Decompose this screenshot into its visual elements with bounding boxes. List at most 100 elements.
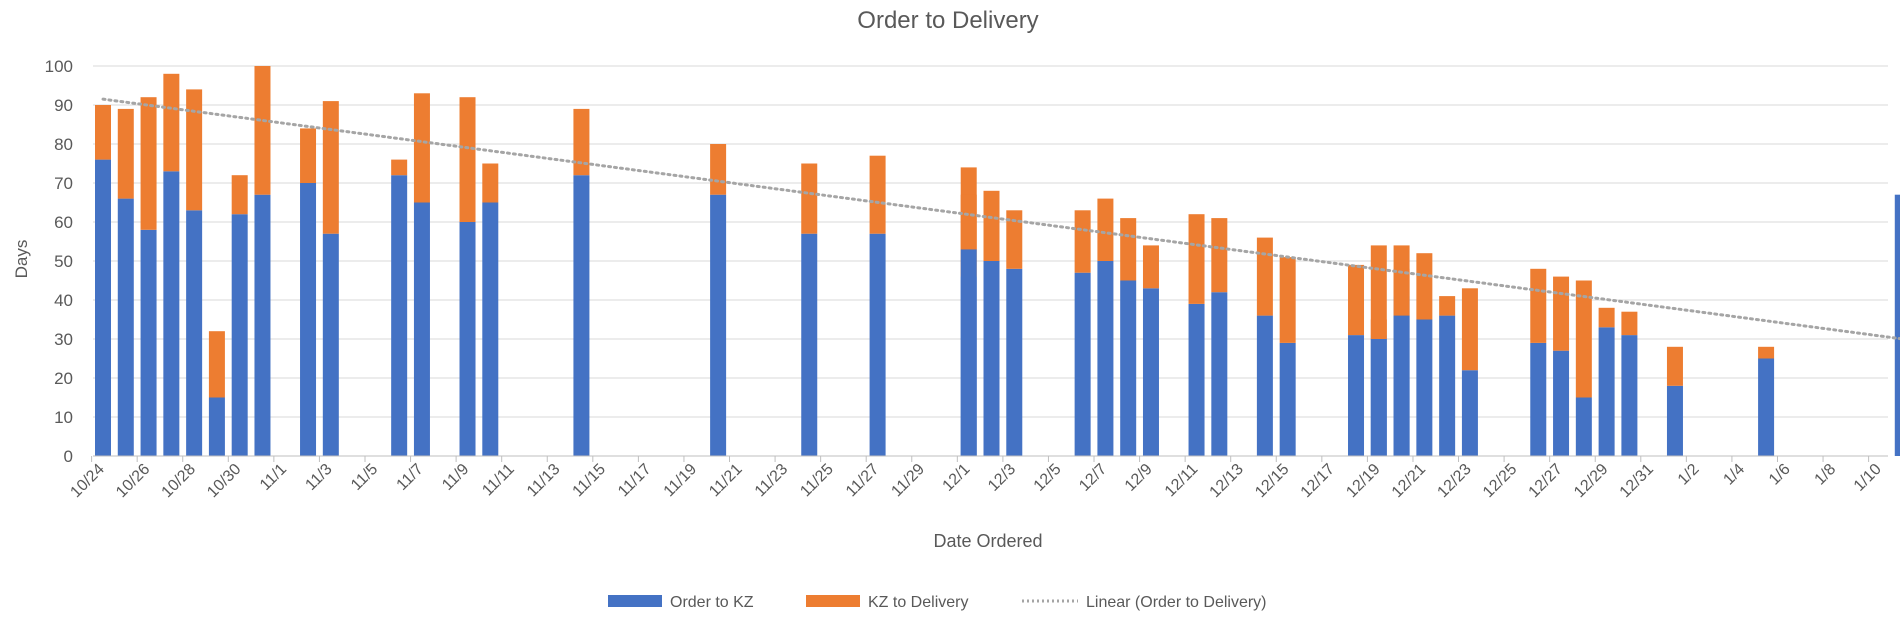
bar-order-to-kz [1461,370,1478,456]
x-tick-label: 1/6 [1766,461,1794,489]
bar-order-to-kz [459,222,476,456]
x-tick-label: 10/30 [204,461,244,501]
bar-kz-to-delivery [1211,218,1228,293]
x-tick-label: 1/10 [1851,461,1885,495]
bar-kz-to-delivery [1188,214,1205,304]
y-tick-label: 50 [54,252,73,271]
x-tick-label: 11/21 [706,461,746,501]
x-tick-label: 11/17 [615,461,655,501]
x-tick-label: 10/26 [113,461,153,501]
bar-kz-to-delivery [459,97,476,222]
bar-kz-to-delivery [186,89,203,211]
x-tick-label: 12/7 [1076,461,1110,495]
x-tick-label: 11/15 [570,461,610,501]
y-axis-label: Days [12,240,31,279]
bar-order-to-kz [1097,261,1114,456]
bar-order-to-kz [869,233,886,456]
x-tick-label: 12/17 [1298,461,1338,501]
x-tick-label: 12/29 [1571,461,1611,501]
x-tick-label: 11/9 [439,461,472,494]
y-tick-label: 70 [54,174,73,193]
bar-order-to-kz [983,261,1000,456]
legend: Order to KZ KZ to Delivery Linear (Order… [608,594,1267,611]
chart-title: Order to Delivery [857,7,1038,34]
x-tick-label: 11/5 [348,461,381,494]
bar-kz-to-delivery [1666,346,1683,386]
bar-order-to-kz [1120,280,1137,456]
bar-kz-to-delivery [1439,296,1456,316]
x-tick-label: 11/11 [479,461,518,500]
bar-kz-to-delivery [1006,210,1023,269]
x-tick-label: 11/19 [661,461,701,501]
bar-order-to-kz [1074,272,1091,456]
bar-order-to-kz [186,210,203,456]
x-tick-label: 12/15 [1252,461,1292,501]
legend-swatch-kz-to-delivery [806,595,860,607]
bar-kz-to-delivery [1142,245,1159,289]
bar-order-to-kz [254,194,271,456]
y-tick-label: 90 [54,96,73,115]
y-tick-label: 10 [54,408,73,427]
y-tick-label: 20 [54,369,73,388]
legend-label-kz-to-delivery: KZ to Delivery [868,594,968,611]
bar-kz-to-delivery [208,331,225,398]
bar-kz-to-delivery [1758,346,1775,359]
bar-order-to-kz [573,175,590,456]
bar-kz-to-delivery [391,159,408,176]
bar-order-to-kz [1393,315,1410,456]
bar-order-to-kz [1894,194,1900,456]
bar-kz-to-delivery [1461,288,1478,371]
bar-order-to-kz [1598,327,1615,456]
bar-order-to-kz [231,214,248,456]
bar-order-to-kz [1142,288,1159,456]
bar-order-to-kz [1530,342,1547,456]
bar-kz-to-delivery [1416,253,1433,320]
bar-order-to-kz [1416,319,1433,456]
bar-kz-to-delivery [1120,218,1137,281]
x-tick-label: 11/3 [302,461,335,494]
x-tick-label: 11/29 [888,461,928,501]
bar-kz-to-delivery [1393,268,1410,316]
bar-kz-to-delivery [1279,257,1296,343]
x-tick-label: 11/23 [752,461,792,501]
x-tick-label: 11/27 [843,461,883,501]
bar-kz-to-delivery [1097,198,1114,261]
legend-label-order-to-kz: Order to KZ [670,594,754,611]
bar-kz-to-delivery [163,73,180,172]
bar-order-to-kz [710,194,727,456]
x-tick-label: 10/28 [159,461,199,501]
x-tick-label: 12/1 [940,461,974,495]
bar-order-to-kz [960,249,977,456]
bar-kz-to-delivery [1370,245,1387,339]
bar-order-to-kz [163,171,180,457]
bar-order-to-kz [208,397,225,456]
bar-kz-to-delivery [869,155,886,234]
x-tick-label: 12/3 [985,461,1019,495]
legend-label-trendline: Linear (Order to Delivery) [1086,594,1267,611]
y-tick-label: 60 [54,213,73,232]
bar-order-to-kz [482,202,499,456]
bar-kz-to-delivery [1621,311,1638,336]
x-tick-label: 12/21 [1389,461,1429,501]
bar-kz-to-delivery [960,194,977,250]
bar-order-to-kz [1758,358,1775,456]
x-tick-label: 12/13 [1207,461,1247,501]
bar-order-to-kz [300,183,317,456]
x-tick-label: 12/31 [1617,461,1657,501]
bar-kz-to-delivery [1553,276,1570,351]
bar-order-to-kz [1439,315,1456,456]
bar-order-to-kz [95,159,111,456]
x-tick-label: 12/25 [1480,461,1520,501]
bar-kz-to-delivery [1598,307,1615,328]
bar-kz-to-delivery [710,144,727,195]
x-axis-label: Date Ordered [933,531,1042,551]
bar-kz-to-delivery [482,163,499,203]
bar-kz-to-delivery [1575,280,1592,398]
bar-kz-to-delivery [322,101,339,234]
x-tick-label: 11/7 [394,461,427,494]
bar-order-to-kz [1621,335,1638,456]
x-tick-label: 1/2 [1675,461,1703,489]
bar-kz-to-delivery [117,108,134,199]
